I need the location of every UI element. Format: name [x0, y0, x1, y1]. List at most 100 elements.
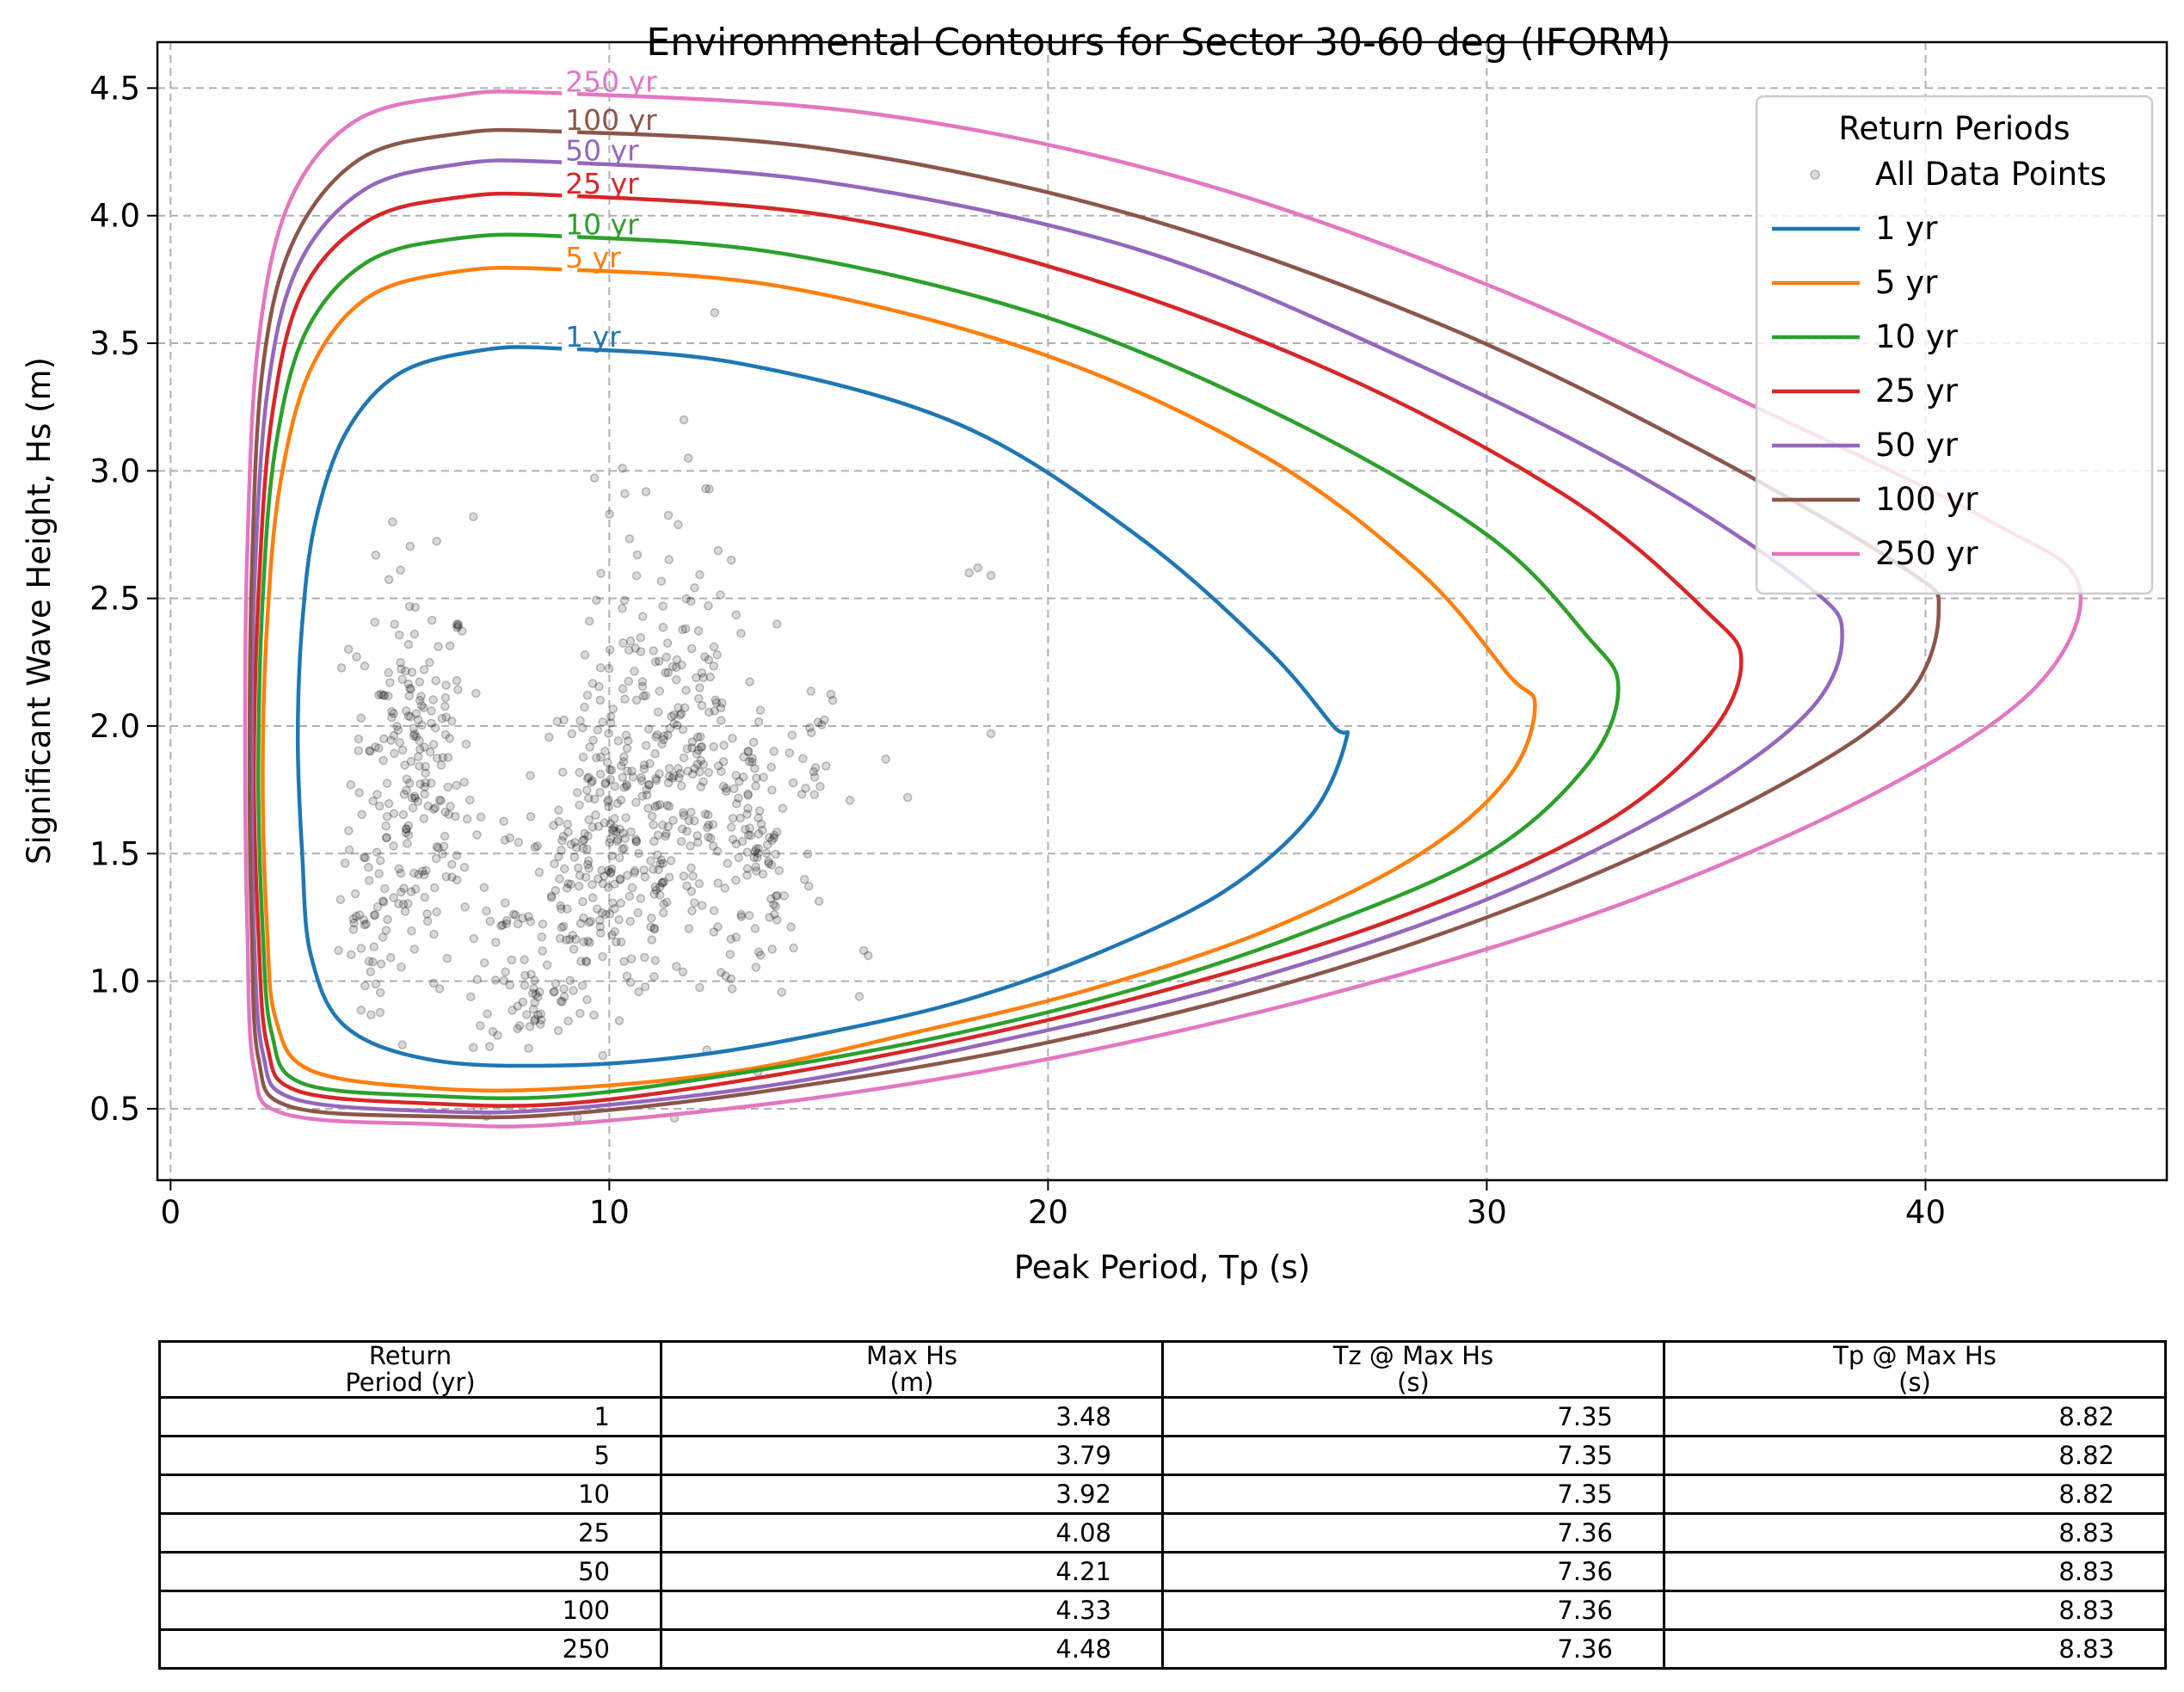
data-point [452, 623, 462, 632]
data-point [598, 878, 608, 889]
y-axis-label: Significant Wave Height, Hs (m) [21, 357, 58, 864]
data-point [620, 694, 630, 704]
data-point [508, 909, 519, 920]
data-point [640, 952, 649, 963]
data-point [440, 831, 450, 841]
data-point [973, 563, 983, 573]
data-point [567, 729, 577, 739]
data-point [469, 933, 479, 944]
data-point [402, 824, 411, 834]
data-point [798, 754, 808, 764]
data-point [777, 988, 786, 997]
data-point [764, 857, 773, 866]
data-point [598, 951, 607, 962]
data-point [563, 819, 572, 829]
data-point [704, 484, 714, 494]
table-row: 5 3.79 7.35 8.82 [158, 1435, 2167, 1476]
data-point [718, 781, 729, 791]
x-axis: 0 10 20 30 40 [161, 1180, 1946, 1231]
data-point [769, 830, 779, 840]
data-point [986, 570, 996, 581]
data-point [359, 914, 369, 925]
data-point [673, 720, 682, 730]
data-point [721, 784, 731, 793]
data-point [500, 835, 510, 845]
data-point [558, 832, 569, 841]
data-point [370, 910, 379, 920]
data-point [709, 661, 719, 671]
data-point [789, 943, 798, 953]
data-point [649, 972, 659, 981]
data-point [692, 831, 702, 840]
data-point [716, 590, 725, 600]
data-point [695, 982, 704, 993]
data-point [462, 814, 472, 824]
data-point [717, 766, 726, 777]
data-point [336, 663, 347, 673]
data-point [641, 691, 650, 701]
data-point [637, 791, 647, 801]
data-point [520, 970, 530, 981]
data-point [754, 829, 764, 839]
data-point [594, 915, 605, 926]
data-point [751, 781, 760, 791]
data-point [799, 875, 809, 884]
data-point [708, 841, 718, 851]
data-point [631, 571, 642, 581]
table-header-row: Return Period (yr) Max Hs (m) Tz @ Max Hs … [158, 1340, 2167, 1399]
data-point [365, 746, 374, 755]
data-point [600, 746, 610, 756]
data-point [453, 685, 463, 695]
data-point [415, 744, 425, 754]
data-point [986, 729, 996, 739]
data-point [606, 864, 617, 874]
data-point [446, 802, 455, 811]
data-point [610, 926, 619, 937]
data-point [618, 828, 628, 838]
data-point [493, 1031, 502, 1040]
data-point [528, 1005, 538, 1014]
table-header-cell: Tp @ Max Hs (s) [1663, 1340, 2167, 1399]
data-point [809, 790, 820, 800]
data-point [713, 922, 723, 932]
data-point [526, 969, 536, 979]
data-point [772, 890, 782, 901]
data-point [568, 930, 577, 940]
data-point [403, 839, 412, 848]
data-point [371, 979, 381, 989]
legend-entry: 100 yr [1875, 481, 1978, 518]
data-point [650, 956, 661, 965]
data-point [606, 851, 617, 861]
data-point [625, 977, 636, 988]
data-point [655, 769, 664, 778]
data-point [378, 896, 388, 906]
data-point [438, 753, 448, 762]
data-point [766, 894, 776, 904]
data-point [423, 801, 433, 811]
data-point [674, 520, 683, 530]
data-point [491, 938, 501, 947]
data-point [394, 864, 404, 874]
data-point [596, 569, 606, 578]
data-point [520, 981, 530, 990]
data-point [447, 859, 457, 870]
data-point [386, 735, 396, 745]
data-point [555, 874, 564, 883]
data-point [614, 1016, 624, 1025]
data-point [569, 852, 580, 862]
data-point [476, 812, 486, 822]
data-point [728, 834, 738, 845]
data-point [559, 992, 569, 1001]
data-point [461, 739, 471, 749]
data-point [401, 706, 411, 716]
data-point [750, 924, 760, 933]
data-point [688, 871, 698, 881]
data-point [754, 813, 763, 823]
data-point [681, 594, 692, 604]
data-point [420, 790, 429, 799]
data-point [664, 772, 674, 782]
data-point [582, 690, 593, 700]
data-point [428, 740, 439, 749]
data-point [655, 686, 664, 696]
data-point [497, 920, 508, 930]
